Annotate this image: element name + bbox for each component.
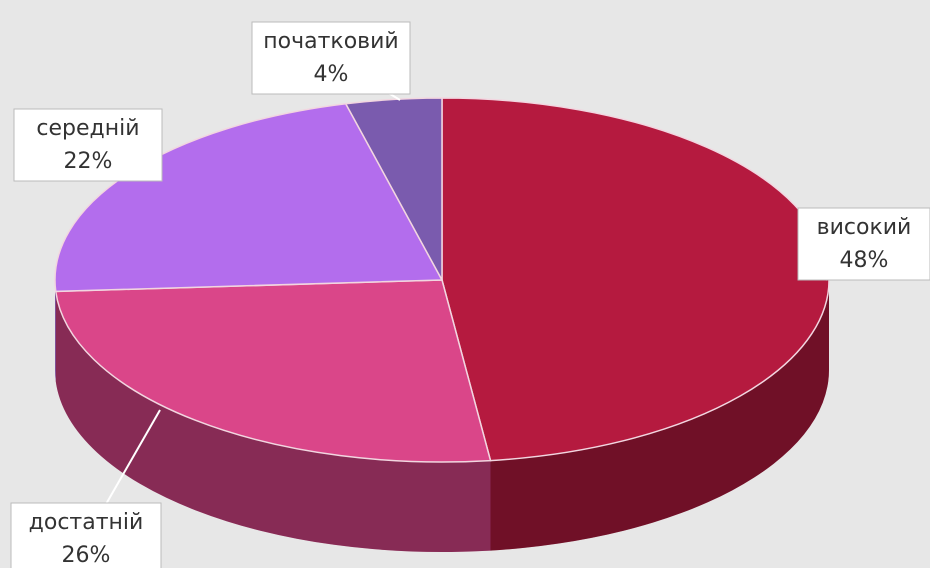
slice-label: достатній (29, 510, 144, 535)
slice-value-label: 22% (64, 149, 113, 174)
slice-value-label: 26% (62, 543, 111, 568)
label-box (251, 21, 411, 95)
slice-side-shade (55, 291, 491, 553)
slice (344, 97, 443, 281)
slice-label: високий (817, 215, 912, 240)
label-box (797, 207, 930, 281)
slice (54, 279, 492, 463)
slice-side (55, 291, 491, 553)
label-box (13, 108, 163, 182)
slice-value-label: 4% (314, 62, 349, 87)
slice-label: початковий (263, 29, 398, 54)
slice-side (490, 280, 829, 551)
slice-value-label: 48% (840, 248, 889, 273)
slice-label: середній (36, 116, 139, 141)
slice-side-shade (55, 280, 56, 382)
label-box (10, 502, 162, 568)
slice-side (55, 280, 56, 382)
slice-side-shade (490, 280, 829, 551)
